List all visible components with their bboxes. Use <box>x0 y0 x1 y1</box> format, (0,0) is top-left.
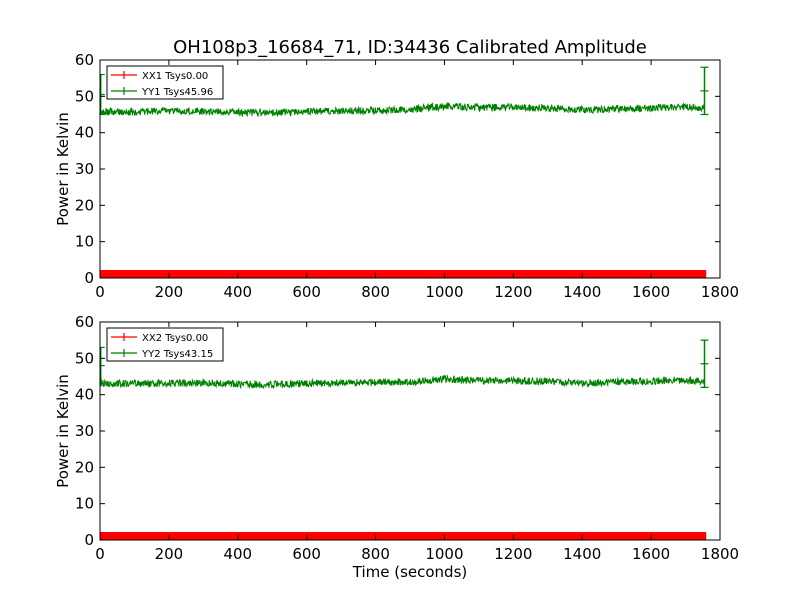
bottom-panel: 0 200 400 600 800 1000 1200 1400 1600 1800 0 10 20 30… <box>54 313 739 581</box>
y-tick-label: 40 <box>75 386 94 404</box>
x-axis-label: Time (seconds) <box>352 563 468 581</box>
x-tick-label: 0 <box>95 545 105 563</box>
x-tick-label: 200 <box>155 545 184 563</box>
x-tick-label: 1000 <box>425 283 463 301</box>
x-tick-label: 1400 <box>563 283 601 301</box>
y-tick-label: 50 <box>75 349 94 367</box>
series-band-0 <box>100 532 707 540</box>
y-tick-label: 60 <box>75 51 94 69</box>
plot-area <box>100 339 709 540</box>
legend-label-1: YY2 Tsys43.15 <box>141 349 213 360</box>
plot-area <box>100 66 709 278</box>
y-tick-label: 60 <box>75 313 94 331</box>
y-tick-label: 20 <box>75 196 94 214</box>
x-tick-label: 0 <box>95 283 105 301</box>
x-tick-label: 1200 <box>494 545 532 563</box>
top-panel: 0 200 400 600 800 1000 1200 1400 1600 1800 0 10 20 30… <box>54 51 739 301</box>
legend-label-0: XX1 Tsys0.00 <box>142 71 208 82</box>
x-tick-label: 400 <box>223 545 252 563</box>
legend-label-0: XX2 Tsys0.00 <box>142 333 208 344</box>
legend: XX2 Tsys0.00 YY2 Tsys43.15 <box>106 327 224 362</box>
y-tick-label: 20 <box>75 458 94 476</box>
y-tick-label: 10 <box>75 233 94 251</box>
y-tick-label: 40 <box>75 124 94 142</box>
x-tick-label: 800 <box>361 545 390 563</box>
x-tick-label: 1600 <box>632 283 670 301</box>
x-tick-label: 1600 <box>632 545 670 563</box>
series-band-0 <box>100 270 707 278</box>
y-tick-label: 0 <box>84 269 94 287</box>
y-axis-label: Power in Kelvin <box>54 112 72 226</box>
x-tick-label: 200 <box>155 283 184 301</box>
x-tick-label: 400 <box>223 283 252 301</box>
y-tick-label: 0 <box>84 531 94 549</box>
legend-label-1: YY1 Tsys45.96 <box>141 87 213 98</box>
x-tick-label: 1200 <box>494 283 532 301</box>
x-tick-label: 800 <box>361 283 390 301</box>
legend-box <box>106 327 224 362</box>
y-tick-label: 10 <box>75 495 94 513</box>
x-tick-label: 600 <box>292 545 321 563</box>
series-line-1 <box>100 101 705 118</box>
y-axis-label: Power in Kelvin <box>54 374 72 488</box>
x-tick-label: 1400 <box>563 545 601 563</box>
x-tick-label: 1000 <box>425 545 463 563</box>
y-tick-label: 30 <box>75 160 94 178</box>
x-tick-label: 1800 <box>701 283 739 301</box>
legend: XX1 Tsys0.00 YY1 Tsys45.96 <box>106 65 224 100</box>
x-tick-label: 1800 <box>701 545 739 563</box>
legend-box <box>106 65 224 100</box>
figure-title: OH108p3_16684_71, ID:34436 Calibrated Am… <box>173 37 647 58</box>
y-tick-label: 30 <box>75 422 94 440</box>
x-tick-label: 600 <box>292 283 321 301</box>
y-tick-label: 50 <box>75 87 94 105</box>
series-line-1 <box>100 374 705 390</box>
